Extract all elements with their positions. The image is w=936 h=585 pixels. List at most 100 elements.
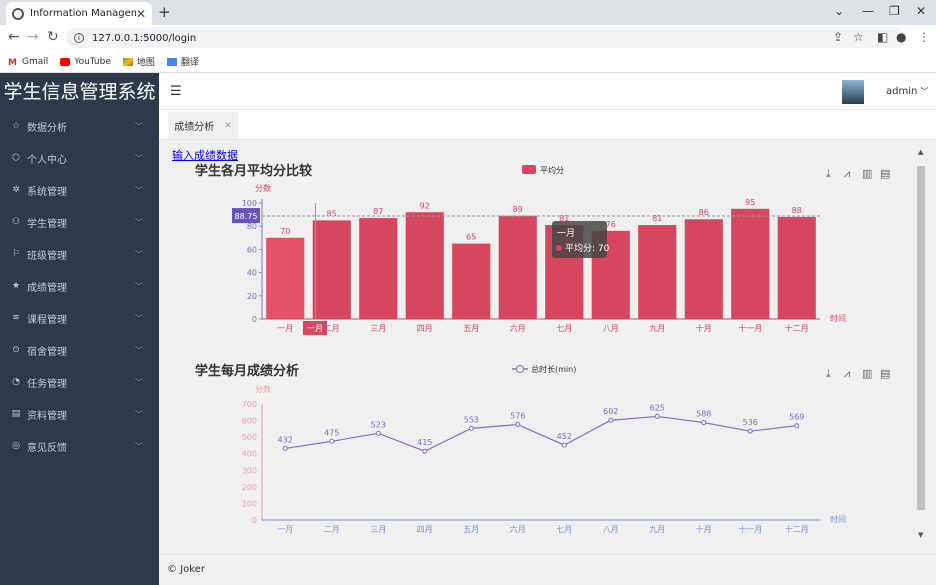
y-tick-label: 100 <box>242 199 257 208</box>
profile-icon[interactable]: ● <box>896 30 907 44</box>
point-value-label: 452 <box>557 432 572 441</box>
x-axis-label: 时间 <box>830 514 846 524</box>
bookmark-label: 翻译 <box>180 58 199 68</box>
data-view-icon[interactable]: ▤ <box>880 167 890 180</box>
x-tick-label: 七月 <box>556 525 572 534</box>
chevron-down-icon: ﹀ <box>135 441 143 451</box>
sidebar-item-grades[interactable]: ★ 成绩管理 ﹀ <box>0 270 159 302</box>
bar-switch-icon[interactable]: ▥ <box>862 167 872 180</box>
chevron-down-icon: ﹀ <box>135 249 143 259</box>
data-point <box>515 422 521 428</box>
gmail-icon: M <box>8 57 17 68</box>
chevron-down-icon: ﹀ <box>135 345 143 355</box>
bookmark-star-icon[interactable]: ☆ <box>853 30 864 44</box>
url-field[interactable]: i 127.0.0.1:5000/login <box>66 28 906 48</box>
minimize-icon[interactable]: — <box>862 4 874 18</box>
bookmark-gmail[interactable]: M Gmail <box>8 56 49 68</box>
footer: © Joker <box>159 554 936 585</box>
bookmark-translate[interactable]: 翻译 <box>166 55 199 68</box>
bar-switch-icon[interactable]: ▥ <box>862 367 872 380</box>
bookmark-maps[interactable]: 地图 <box>122 55 155 68</box>
bar-value-label: 86 <box>699 208 709 217</box>
browser-menu-icon[interactable]: ⋮ <box>918 30 930 44</box>
sidebar-item-label: 班级管理 <box>27 250 67 262</box>
menu-toggle-icon[interactable]: ☰ <box>170 84 182 99</box>
avatar[interactable] <box>842 80 864 104</box>
scroll-up-icon[interactable]: ▲ <box>918 148 924 156</box>
x-tick-label: 九月 <box>649 525 665 534</box>
x-tick-label: 四月 <box>417 324 433 333</box>
data-point <box>561 442 567 448</box>
tab-search-icon[interactable]: ⌄ <box>834 4 845 18</box>
bar-value-label: 65 <box>466 233 476 242</box>
bar-value-label: 92 <box>420 201 430 210</box>
close-tab-icon[interactable]: ✕ <box>135 6 146 21</box>
download-icon[interactable]: ⤓ <box>826 367 831 380</box>
bookmark-label: YouTube <box>74 56 111 67</box>
close-icon[interactable]: ✕ <box>224 120 232 131</box>
sidebar-item-label: 数据分析 <box>27 122 67 134</box>
sidebar-item-data-analysis[interactable]: ☆ 数据分析 ﹀ <box>0 110 159 142</box>
sidebar-item-classes[interactable]: ⚐ 班级管理 ﹀ <box>0 238 159 270</box>
input-grades-link[interactable]: 输入成绩数据 <box>172 149 238 162</box>
sidebar-item-personal-center[interactable]: ⬡ 个人中心 ﹀ <box>0 142 159 174</box>
forward-icon[interactable]: → <box>27 29 39 45</box>
chart-title: 学生每月成绩分析 <box>195 363 299 379</box>
point-value-label: 576 <box>510 412 525 421</box>
y-tick-label: 0 <box>252 315 257 324</box>
scrollbar-thumb[interactable] <box>917 166 925 510</box>
bar <box>405 212 444 319</box>
sidebar-item-system[interactable]: ✲ 系统管理 ﹀ <box>0 174 159 206</box>
new-tab-icon[interactable]: + <box>158 3 171 21</box>
point-value-label: 553 <box>464 415 479 424</box>
browser-tab[interactable]: Information Management ✕ <box>6 2 152 25</box>
y-tick-label: 200 <box>242 483 257 492</box>
legend-label: 平均分 <box>540 165 564 175</box>
reload-icon[interactable]: ↻ <box>47 29 59 45</box>
data-view-icon[interactable]: ▤ <box>880 367 890 380</box>
page-tabs-bar <box>159 110 936 140</box>
sidebar-item-label: 个人中心 <box>27 154 67 166</box>
x-tick-label: 十一月 <box>738 323 762 333</box>
scroll-down-icon[interactable]: ▼ <box>918 531 924 539</box>
scrollbar[interactable]: ▲ ▼ <box>916 148 926 548</box>
sidebar-item-tasks[interactable]: ◔ 任务管理 ﹀ <box>0 366 159 398</box>
layers-icon: ≋ <box>12 313 20 323</box>
restore-icon[interactable]: ❐ <box>889 4 900 18</box>
data-point <box>375 430 381 436</box>
sidebar-item-label: 任务管理 <box>27 378 67 390</box>
sidebar-item-materials[interactable]: ▤ 资料管理 ﹀ <box>0 398 159 430</box>
data-point <box>282 445 288 451</box>
share-icon[interactable]: ⇪ <box>833 30 844 44</box>
data-zoom-icon[interactable]: ⩘ <box>844 367 850 380</box>
download-icon[interactable]: ⤓ <box>826 167 831 180</box>
chevron-down-icon: ﹀ <box>920 87 929 96</box>
cube-icon: ⬡ <box>12 153 20 163</box>
sidebar-item-feedback[interactable]: ◎ 意见反馈 ﹀ <box>0 430 159 462</box>
globe-icon <box>12 7 24 20</box>
point-value-label: 523 <box>371 420 386 429</box>
sidebar-item-students[interactable]: ⚇ 学生管理 ﹀ <box>0 206 159 238</box>
bookmark-youtube[interactable]: YouTube <box>60 57 111 67</box>
bar-chart-monthly-average: 学生各月平均分比较 平均分 ⤓ ⩘ ▥ ▤ 分数 0 20 40 60 80 100 时间 70 一月 85 二月… <box>195 163 890 335</box>
window-close-icon[interactable]: ✕ <box>916 4 927 18</box>
back-icon[interactable]: ← <box>8 29 20 45</box>
user-dropdown[interactable]: admin ﹀ <box>886 86 929 97</box>
bookmarks-bar: M Gmail YouTube 地图 翻译 <box>0 51 936 73</box>
browser-tab-title: Information Management <box>30 8 136 19</box>
y-tick-label: 80 <box>247 222 257 231</box>
axis-pointer-badge <box>303 321 327 335</box>
site-info-icon[interactable]: i <box>74 33 84 43</box>
side-panel-icon[interactable]: ◧ <box>877 30 889 44</box>
sidebar <box>0 73 159 585</box>
sidebar-item-dorms[interactable]: ⊙ 宿舍管理 ﹀ <box>0 334 159 366</box>
sidebar-item-label: 系统管理 <box>27 186 67 198</box>
bar-value-label: 89 <box>513 205 523 214</box>
bookmark-label: Gmail <box>22 56 49 67</box>
x-tick-label: 四月 <box>417 525 433 534</box>
tab-grade-analysis[interactable]: 成绩分析 ✕ <box>168 112 238 139</box>
sidebar-item-courses[interactable]: ≋ 课程管理 ﹀ <box>0 302 159 334</box>
data-zoom-icon[interactable]: ⩘ <box>844 167 850 180</box>
y-tick-label: 0 <box>252 516 257 525</box>
